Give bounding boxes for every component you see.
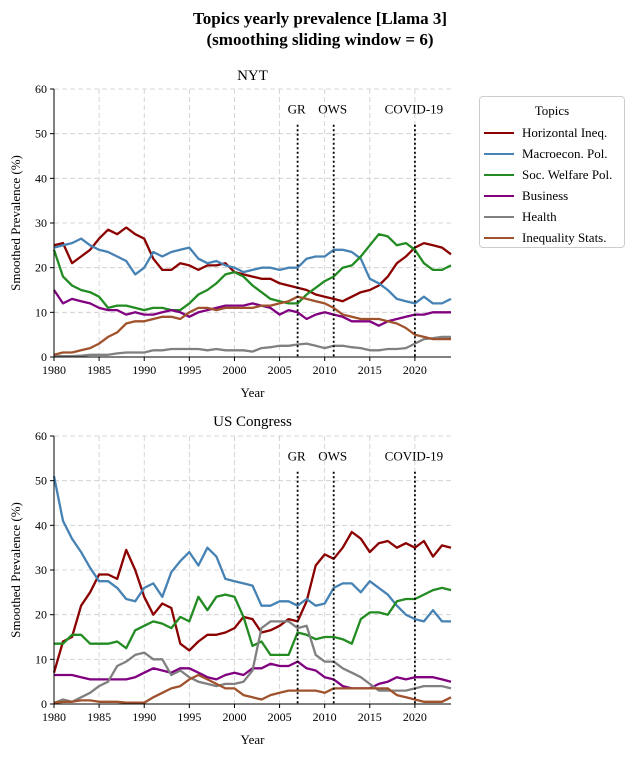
event-label: OWS: [318, 449, 347, 464]
legend-item: Soc. Welfare Pol.: [480, 164, 624, 185]
y-tick-label: 50: [35, 127, 47, 141]
legend-items: Horizontal Ineq. Macroecon. Pol. Soc. Welf…: [480, 122, 624, 248]
x-axis-label: Year: [241, 385, 266, 400]
series-line-soc-welfare-pol: [52, 233, 452, 312]
series-line-macroecon-pol: [53, 237, 452, 305]
x-tick-label: 1990: [132, 710, 156, 724]
y-tick-label: 30: [35, 563, 47, 577]
legend-item: Business: [480, 185, 624, 206]
series-line-macroecon-pol: [52, 475, 451, 623]
event-label: COVID-19: [385, 449, 444, 464]
y-tick-label: 0: [41, 697, 47, 711]
legend-item: Macroecon. Pol.: [480, 143, 624, 164]
legend-label: Health: [522, 208, 557, 224]
y-tick-label: 30: [35, 216, 47, 230]
legend-swatch: [484, 215, 514, 218]
series-line-inequality-stats: [53, 295, 451, 356]
y-tick-label: 20: [35, 261, 47, 275]
y-tick-label: 60: [35, 429, 47, 443]
legend-swatch: [484, 236, 514, 239]
legend: Topics Horizontal Ineq. Macroecon. Pol. So…: [479, 96, 625, 248]
y-tick-label: 0: [41, 350, 47, 364]
figure-title-line-2: (smoothing sliding window = 6): [206, 30, 434, 49]
x-tick-label: 2000: [222, 363, 246, 377]
figure-title: Topics yearly prevalence [Llama 3] (smoo…: [110, 8, 530, 50]
y-tick-label: 20: [35, 608, 47, 622]
event-label: GR: [288, 102, 306, 117]
series-line-inequality-stats: [53, 673, 452, 704]
y-tick-label: 40: [35, 171, 47, 185]
legend-label: Soc. Welfare Pol.: [522, 166, 613, 182]
x-tick-label: 1985: [87, 710, 111, 724]
x-tick-label: 2005: [268, 710, 292, 724]
legend-swatch: [484, 173, 514, 176]
x-tick-label: 2000: [222, 710, 246, 724]
x-tick-label: 1980: [42, 710, 66, 724]
legend-label: Business: [522, 187, 569, 203]
series-line-health: [53, 620, 452, 705]
panel-title: US Congress: [213, 414, 292, 430]
legend-label: Macroecon. Pol.: [522, 145, 608, 161]
x-tick-label: 2015: [358, 363, 382, 377]
y-tick-label: 40: [35, 518, 47, 532]
event-label: GR: [288, 449, 306, 464]
y-tick-label: 10: [35, 305, 47, 319]
y-tick-label: 60: [35, 82, 47, 96]
panel-title: NYT: [237, 68, 268, 84]
x-tick-label: 2005: [268, 363, 292, 377]
y-axis-label: Smoothed Prevalence (%): [8, 502, 23, 638]
legend-item: Health: [480, 206, 624, 227]
figure-title-line-1: Topics yearly prevalence [Llama 3]: [192, 9, 448, 28]
legend-swatch: [484, 152, 514, 155]
x-tick-label: 2020: [403, 710, 427, 724]
series-line-health: [54, 335, 451, 358]
series-line-business: [53, 289, 451, 327]
x-tick-label: 1995: [177, 363, 201, 377]
series-line-horizontal-ineq: [53, 226, 452, 303]
x-tick-label: 2010: [313, 710, 337, 724]
legend-item: Horizontal Ineq.: [480, 122, 624, 143]
y-tick-label: 10: [35, 652, 47, 666]
x-axis-label: Year: [241, 732, 266, 747]
legend-label: Horizontal Ineq.: [522, 124, 608, 140]
legend-title: Topics: [534, 103, 570, 118]
y-tick-label: 50: [35, 474, 47, 488]
x-tick-label: 1980: [42, 363, 66, 377]
legend-swatch: [484, 194, 514, 197]
series-line-horizontal-ineq: [52, 530, 452, 674]
event-label: OWS: [318, 102, 347, 117]
x-tick-label: 1985: [87, 363, 111, 377]
x-tick-label: 1995: [177, 710, 201, 724]
event-label: COVID-19: [385, 102, 444, 117]
x-tick-label: 1990: [132, 363, 156, 377]
x-tick-label: 2010: [313, 363, 337, 377]
x-tick-label: 2020: [403, 363, 427, 377]
legend-swatch: [484, 131, 514, 134]
legend-item: Inequality Stats.: [480, 227, 624, 248]
series-line-soc-welfare-pol: [54, 586, 452, 657]
x-tick-label: 2015: [358, 710, 382, 724]
legend-label: Inequality Stats.: [522, 229, 607, 245]
y-axis-label: Smoothed Prevalence (%): [8, 155, 23, 291]
